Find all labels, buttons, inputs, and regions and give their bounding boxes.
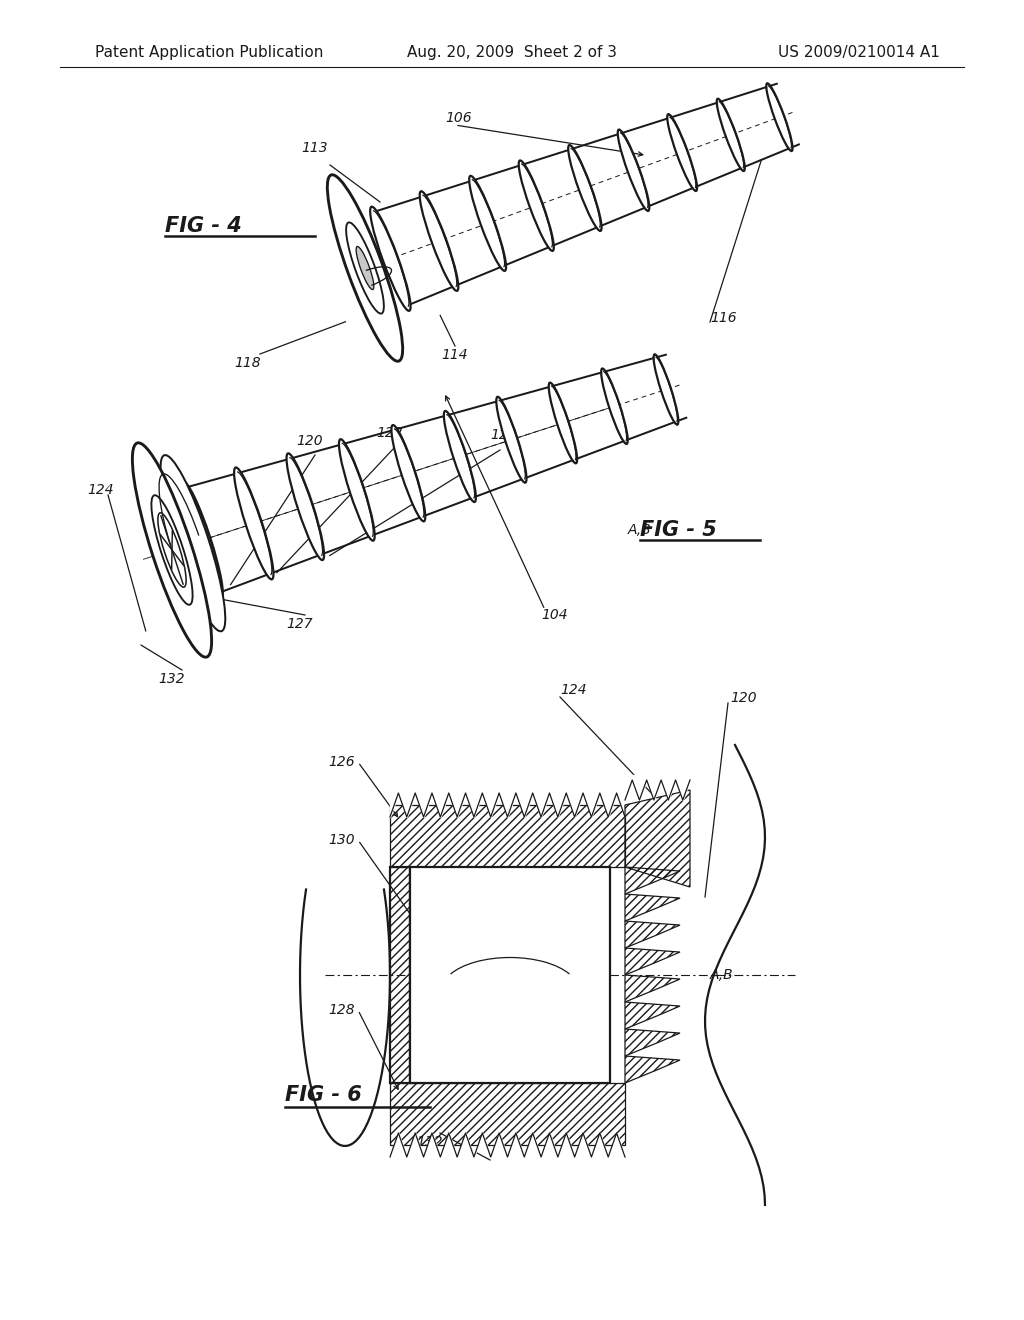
Text: 126: 126 bbox=[329, 755, 355, 770]
Ellipse shape bbox=[443, 411, 476, 502]
Text: A,B: A,B bbox=[710, 968, 733, 982]
Ellipse shape bbox=[287, 453, 324, 560]
Text: 113: 113 bbox=[302, 141, 329, 154]
Ellipse shape bbox=[568, 145, 601, 231]
Ellipse shape bbox=[356, 247, 374, 289]
Text: 122: 122 bbox=[377, 426, 403, 440]
Ellipse shape bbox=[339, 440, 375, 541]
Text: FIG - 6: FIG - 6 bbox=[285, 1085, 361, 1105]
Text: Aug. 20, 2009  Sheet 2 of 3: Aug. 20, 2009 Sheet 2 of 3 bbox=[407, 45, 617, 59]
Text: 124: 124 bbox=[87, 483, 114, 498]
Text: 127: 127 bbox=[287, 616, 313, 631]
Text: Patent Application Publication: Patent Application Publication bbox=[95, 45, 324, 59]
Ellipse shape bbox=[132, 442, 212, 657]
Ellipse shape bbox=[519, 161, 554, 251]
Text: 120: 120 bbox=[297, 434, 324, 447]
Ellipse shape bbox=[234, 467, 273, 579]
Text: 116: 116 bbox=[710, 312, 736, 325]
Ellipse shape bbox=[346, 222, 384, 314]
Ellipse shape bbox=[370, 207, 411, 310]
Text: 104: 104 bbox=[542, 609, 568, 622]
Text: 120: 120 bbox=[730, 690, 757, 705]
Text: 106: 106 bbox=[445, 111, 472, 125]
Ellipse shape bbox=[181, 482, 223, 599]
Ellipse shape bbox=[161, 455, 225, 631]
Text: 114: 114 bbox=[441, 348, 468, 362]
Text: 128: 128 bbox=[329, 1003, 355, 1016]
Ellipse shape bbox=[152, 495, 193, 605]
Text: 124: 124 bbox=[560, 682, 587, 697]
Text: FIG - 4: FIG - 4 bbox=[165, 216, 242, 236]
Ellipse shape bbox=[391, 425, 425, 521]
Text: 123: 123 bbox=[490, 428, 517, 442]
Text: 132: 132 bbox=[159, 672, 185, 686]
Text: 130: 130 bbox=[329, 833, 355, 847]
Ellipse shape bbox=[469, 176, 506, 271]
Ellipse shape bbox=[601, 368, 628, 444]
Ellipse shape bbox=[766, 83, 793, 150]
Bar bbox=[410, 867, 610, 1082]
Ellipse shape bbox=[420, 191, 459, 290]
Text: 118: 118 bbox=[234, 356, 261, 370]
Ellipse shape bbox=[717, 99, 744, 172]
Text: 132: 132 bbox=[417, 1135, 443, 1148]
Text: A,B: A,B bbox=[628, 523, 651, 537]
Text: US 2009/0210014 A1: US 2009/0210014 A1 bbox=[778, 45, 940, 59]
Ellipse shape bbox=[668, 114, 697, 191]
Ellipse shape bbox=[497, 397, 526, 483]
Ellipse shape bbox=[653, 354, 678, 425]
Ellipse shape bbox=[328, 174, 402, 362]
Ellipse shape bbox=[549, 383, 578, 463]
Text: FIG - 5: FIG - 5 bbox=[640, 520, 717, 540]
Ellipse shape bbox=[617, 129, 649, 211]
Ellipse shape bbox=[158, 513, 186, 587]
